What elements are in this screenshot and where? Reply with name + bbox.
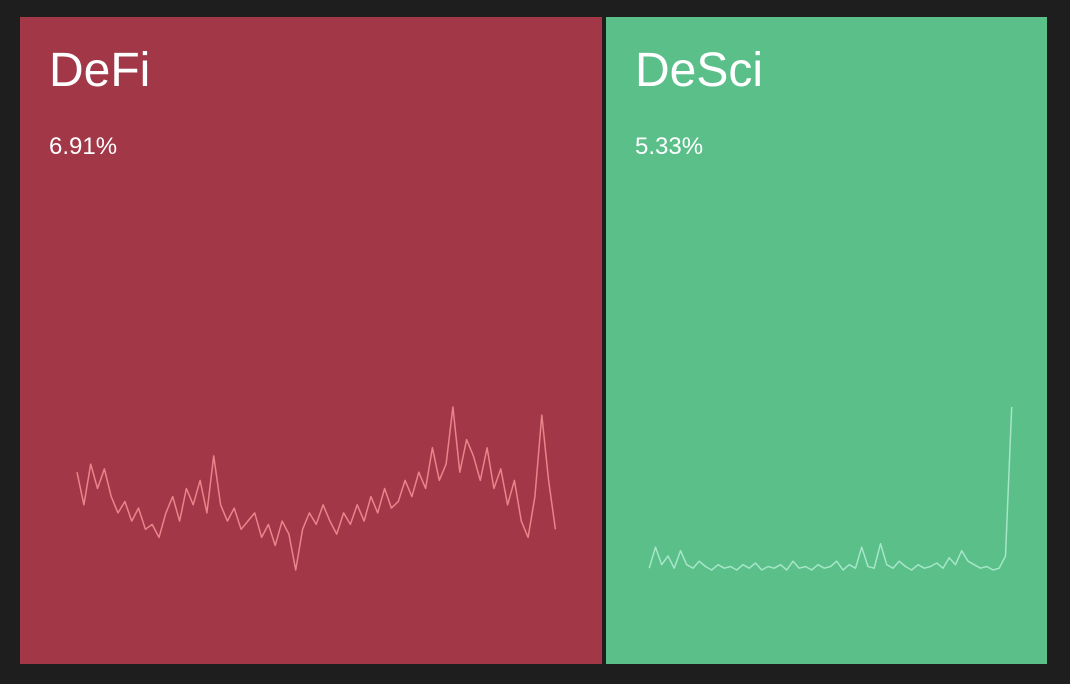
tile-label: DeSci — [635, 44, 764, 97]
sparkline-chart — [648, 406, 1013, 571]
sparkline-chart — [76, 406, 557, 571]
sparkline — [648, 406, 1013, 571]
tile-change: 5.33% — [635, 133, 704, 160]
tile[interactable]: DeSci 5.33% — [606, 17, 1047, 664]
tile[interactable]: DeFi 6.91% — [20, 17, 602, 664]
tile-change: 6.91% — [49, 133, 118, 160]
tile-label: DeFi — [49, 44, 151, 97]
sparkline — [76, 406, 557, 571]
